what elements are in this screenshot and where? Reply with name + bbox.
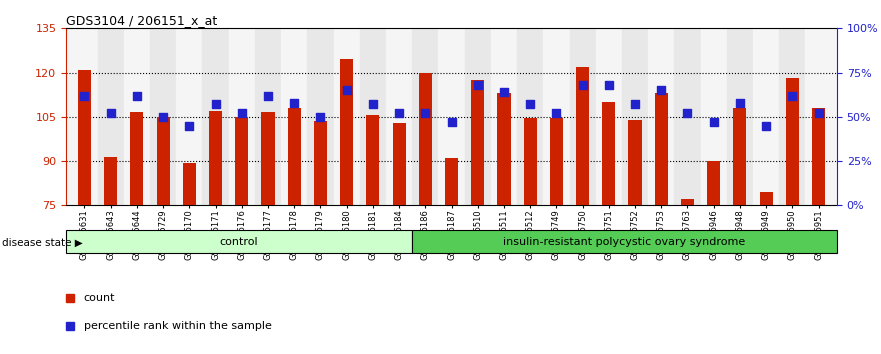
Point bbox=[209, 102, 223, 107]
Bar bbox=[550, 118, 563, 205]
Bar bbox=[262, 113, 275, 205]
Bar bbox=[491, 28, 517, 205]
Bar bbox=[655, 93, 668, 205]
Bar bbox=[66, 230, 411, 253]
Bar bbox=[334, 28, 359, 205]
Text: count: count bbox=[84, 292, 115, 303]
Point bbox=[234, 110, 248, 116]
Text: insulin-resistant polycystic ovary syndrome: insulin-resistant polycystic ovary syndr… bbox=[503, 236, 745, 247]
Bar bbox=[203, 28, 229, 205]
Point bbox=[444, 119, 458, 125]
Bar bbox=[569, 28, 596, 205]
Point bbox=[680, 110, 694, 116]
Bar bbox=[314, 121, 327, 205]
Point bbox=[655, 87, 669, 93]
Bar bbox=[498, 93, 510, 205]
Text: disease state ▶: disease state ▶ bbox=[2, 238, 83, 247]
Bar bbox=[733, 108, 746, 205]
Bar bbox=[130, 113, 144, 205]
Point bbox=[733, 100, 747, 105]
Bar bbox=[104, 157, 117, 205]
Point bbox=[707, 119, 721, 125]
Point bbox=[523, 102, 537, 107]
Point bbox=[366, 102, 380, 107]
Bar bbox=[229, 28, 255, 205]
Point bbox=[785, 93, 799, 98]
Point bbox=[130, 93, 144, 98]
Bar bbox=[707, 161, 721, 205]
Bar bbox=[464, 28, 491, 205]
Bar bbox=[622, 28, 648, 205]
Point bbox=[470, 82, 485, 88]
Bar bbox=[596, 28, 622, 205]
Bar bbox=[287, 108, 300, 205]
Bar bbox=[78, 70, 91, 205]
Bar bbox=[753, 28, 780, 205]
Bar bbox=[445, 158, 458, 205]
Bar bbox=[340, 59, 353, 205]
Point bbox=[182, 123, 196, 129]
Bar bbox=[386, 28, 412, 205]
Bar bbox=[366, 115, 380, 205]
Bar bbox=[576, 67, 589, 205]
Point bbox=[156, 114, 170, 120]
Bar bbox=[98, 28, 123, 205]
Bar bbox=[471, 80, 485, 205]
Bar bbox=[700, 28, 727, 205]
Bar bbox=[393, 123, 405, 205]
Bar bbox=[123, 28, 150, 205]
Bar bbox=[235, 117, 248, 205]
Bar bbox=[412, 28, 439, 205]
Point bbox=[628, 102, 642, 107]
Bar bbox=[812, 108, 825, 205]
Bar bbox=[648, 28, 674, 205]
Point bbox=[339, 87, 353, 93]
Bar bbox=[157, 117, 170, 205]
Text: percentile rank within the sample: percentile rank within the sample bbox=[84, 320, 271, 331]
Bar bbox=[628, 120, 641, 205]
Bar bbox=[307, 28, 334, 205]
Point bbox=[418, 110, 433, 116]
Bar bbox=[71, 28, 98, 205]
Point bbox=[261, 93, 275, 98]
Point bbox=[575, 82, 589, 88]
Bar bbox=[359, 28, 386, 205]
Bar bbox=[805, 28, 832, 205]
Bar bbox=[780, 28, 805, 205]
Bar bbox=[674, 28, 700, 205]
Bar bbox=[681, 199, 694, 205]
Bar bbox=[255, 28, 281, 205]
Point bbox=[759, 123, 774, 129]
Bar bbox=[176, 28, 203, 205]
Bar bbox=[544, 28, 569, 205]
Bar bbox=[439, 28, 464, 205]
Point bbox=[104, 110, 118, 116]
Bar bbox=[182, 162, 196, 205]
Point bbox=[392, 110, 406, 116]
Bar bbox=[727, 28, 753, 205]
Bar bbox=[759, 192, 773, 205]
Point bbox=[287, 100, 301, 105]
Bar bbox=[603, 102, 616, 205]
Point bbox=[550, 110, 564, 116]
Bar bbox=[786, 79, 799, 205]
Bar bbox=[150, 28, 176, 205]
Bar bbox=[523, 118, 537, 205]
Bar bbox=[517, 28, 544, 205]
Bar bbox=[418, 73, 432, 205]
Bar bbox=[281, 28, 307, 205]
Text: GDS3104 / 206151_x_at: GDS3104 / 206151_x_at bbox=[66, 14, 218, 27]
Text: control: control bbox=[219, 236, 258, 247]
Bar bbox=[411, 230, 837, 253]
Point bbox=[78, 93, 92, 98]
Point bbox=[811, 110, 825, 116]
Point bbox=[497, 89, 511, 95]
Point bbox=[314, 114, 328, 120]
Bar bbox=[209, 111, 222, 205]
Point bbox=[602, 82, 616, 88]
